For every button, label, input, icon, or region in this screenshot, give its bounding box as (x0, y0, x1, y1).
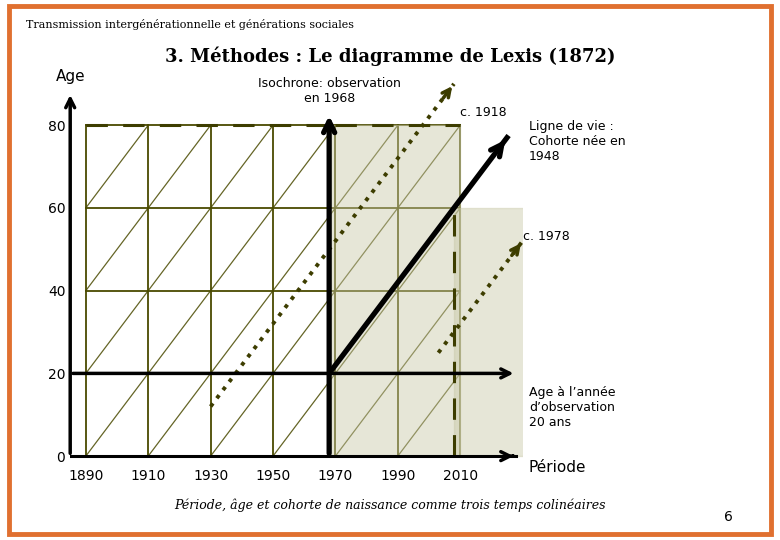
Text: c. 1918: c. 1918 (460, 106, 507, 119)
Text: Isochrone: observation
en 1968: Isochrone: observation en 1968 (257, 77, 401, 105)
Text: Ligne de vie :
Cohorte née en
1948: Ligne de vie : Cohorte née en 1948 (529, 120, 626, 163)
Text: Période: Période (529, 460, 587, 475)
Text: Age à l’année
d’observation
20 ans: Age à l’année d’observation 20 ans (529, 386, 615, 429)
Bar (454, 208, 529, 456)
Bar (329, 125, 460, 456)
Text: 6: 6 (725, 510, 733, 524)
Text: Age: Age (55, 69, 85, 84)
Text: Transmission intergénérationnelle et générations sociales: Transmission intergénérationnelle et gén… (26, 19, 354, 30)
Text: 3. Méthodes : Le diagramme de Lexis (1872): 3. Méthodes : Le diagramme de Lexis (187… (165, 47, 615, 66)
Text: c. 1978: c. 1978 (523, 231, 569, 244)
Text: Période, âge et cohorte de naissance comme trois temps colinéaires: Période, âge et cohorte de naissance com… (174, 498, 606, 512)
